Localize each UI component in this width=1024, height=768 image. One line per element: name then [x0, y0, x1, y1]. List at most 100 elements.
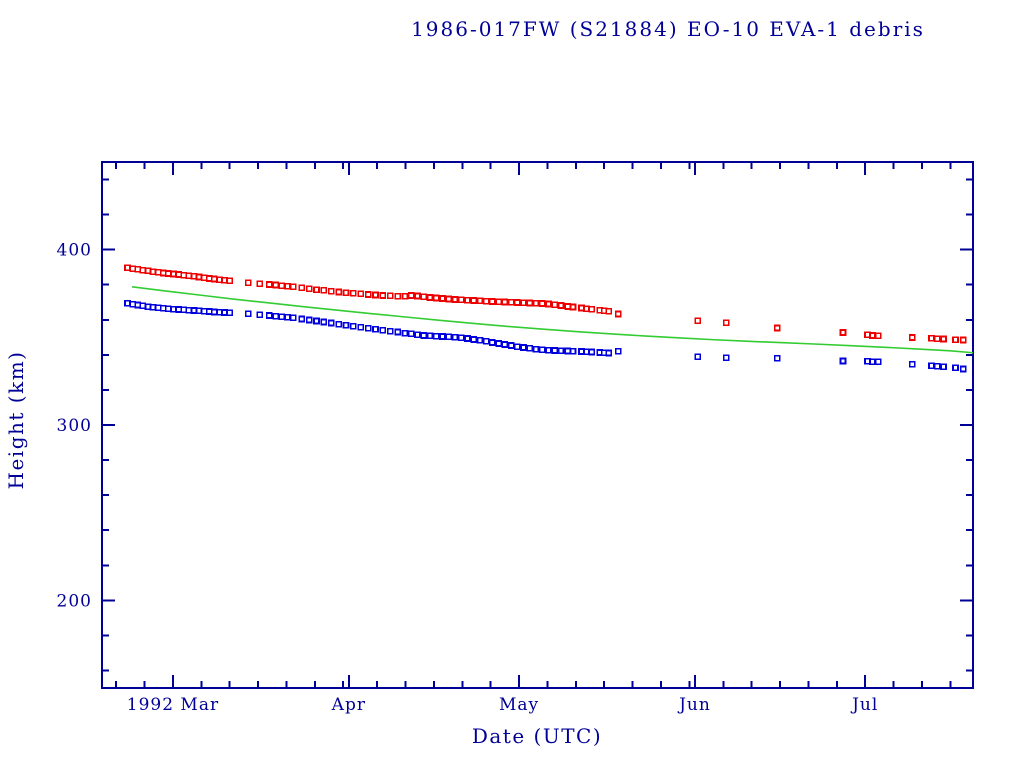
perigee-point [278, 313, 286, 320]
perigee-point [615, 348, 622, 355]
apogee-point [159, 269, 167, 277]
apogee-point [284, 282, 291, 290]
apogee-point [532, 299, 540, 307]
apogee-point [144, 267, 152, 275]
perigee-point [569, 347, 577, 355]
perigee-point [470, 336, 478, 343]
perigee-point [564, 347, 572, 355]
apogee-point [129, 265, 136, 272]
perigee-point [545, 346, 552, 354]
perigee-point [154, 304, 162, 312]
x-tick-label: Jul [850, 695, 878, 715]
perigee-point [489, 339, 496, 346]
apogee-point [470, 297, 478, 304]
perigee-point [495, 340, 502, 347]
perigee-point [407, 330, 415, 338]
apogee-point [952, 336, 959, 343]
perigee-point [960, 365, 967, 373]
apogee-point [489, 298, 496, 305]
y-tick-label: 400 [57, 241, 92, 261]
perigee-point [445, 333, 453, 341]
plot-frame [101, 161, 974, 689]
apogee-point [386, 292, 394, 300]
apogee-point [175, 271, 182, 278]
perigee-point [226, 309, 234, 317]
perigee-point [190, 307, 198, 314]
perigee-point [165, 305, 172, 313]
perigee-point [476, 336, 484, 344]
apogee-point [221, 276, 228, 284]
perigee-point [864, 358, 871, 365]
perigee-point [284, 313, 291, 321]
apogee-point [495, 298, 502, 306]
perigee-point [694, 353, 702, 360]
apogee-point [357, 290, 365, 298]
perigee-point [928, 362, 935, 370]
apogee-point [149, 268, 157, 276]
perigee-point [839, 357, 847, 365]
apogee-point [960, 336, 967, 344]
perigee-point [605, 349, 613, 357]
perigee-point [420, 332, 428, 339]
perigee-point [134, 301, 142, 309]
perigee-point [940, 363, 947, 371]
apogee-point [401, 292, 409, 300]
apogee-point [195, 273, 203, 281]
apogee-point [457, 296, 465, 304]
apogee-point [372, 291, 379, 299]
apogee-point [154, 268, 162, 276]
apogee-point [615, 310, 622, 318]
apogee-point [869, 332, 876, 339]
perigee-point [386, 327, 394, 335]
perigee-point [482, 338, 490, 345]
y-axis-label: Height (km) [4, 350, 28, 490]
perigee-point [426, 332, 434, 340]
apogee-point [298, 284, 306, 292]
apogee-point [773, 324, 781, 332]
apogee-point [256, 280, 264, 288]
perigee-point [507, 342, 515, 349]
perigee-point [170, 305, 177, 313]
perigee-point [869, 358, 876, 366]
perigee-point [144, 303, 152, 310]
apogee-point [451, 296, 459, 303]
perigee-point [266, 312, 273, 319]
apogee-point [722, 319, 730, 327]
apogee-point [605, 307, 613, 315]
apogee-point [134, 265, 142, 273]
apogee-point [139, 267, 147, 274]
apogee-point [864, 331, 871, 339]
perigee-point [532, 345, 540, 353]
x-tick-label: 1992 Mar [127, 695, 219, 715]
perigee-point [200, 307, 208, 315]
apogee-point [379, 292, 387, 299]
perigee-point [124, 299, 131, 307]
apogee-point [320, 286, 328, 294]
perigee-point [272, 312, 279, 320]
apogee-point [432, 294, 440, 302]
apogee-point [908, 334, 916, 341]
apogee-point [420, 293, 428, 301]
x-tick-label: Apr [331, 695, 366, 715]
apogee-point [305, 285, 313, 293]
apogee-point [407, 292, 415, 299]
apogee-point [185, 272, 193, 280]
apogee-point [394, 292, 401, 300]
perigee-point [372, 325, 379, 333]
perigee-point [320, 318, 328, 326]
perigee-point [908, 360, 916, 368]
perigee-point [394, 328, 401, 336]
y-tick-label: 200 [57, 591, 92, 611]
apogee-point [313, 286, 320, 293]
perigee-point [149, 303, 157, 311]
perigee-point [526, 345, 534, 352]
y-tick-label: 300 [57, 416, 92, 436]
apogee-point [165, 270, 172, 277]
perigee-point [357, 323, 365, 331]
perigee-point [557, 347, 565, 355]
perigee-point [342, 321, 350, 329]
apogee-point [476, 297, 484, 305]
perigee-point [578, 348, 585, 355]
